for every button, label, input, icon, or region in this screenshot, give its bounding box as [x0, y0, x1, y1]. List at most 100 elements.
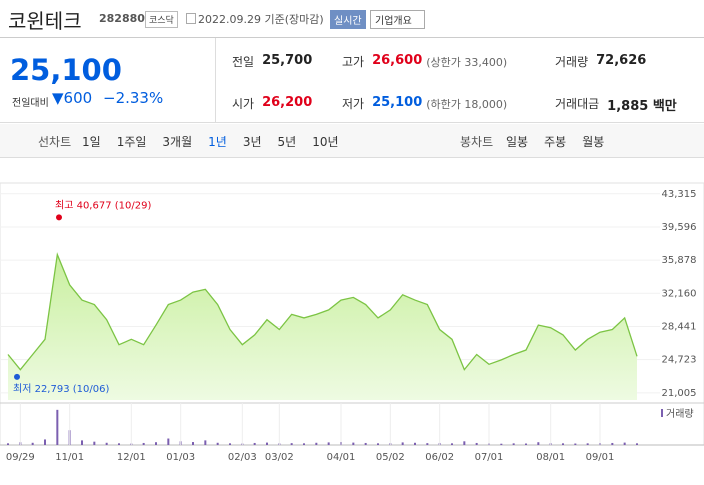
volume-bar — [290, 443, 293, 445]
volume-bar — [167, 438, 170, 445]
stock-code: 282880 — [99, 12, 145, 25]
cell-label: 거래대금 — [555, 97, 600, 111]
cell-value: 25,100 — [372, 95, 423, 110]
period-tab[interactable]: 3년 — [242, 135, 262, 149]
period-tab[interactable]: 10년 — [312, 135, 339, 149]
y-tick-label: 28,441 — [662, 321, 697, 332]
y-tick-label: 39,596 — [662, 222, 697, 233]
cell-label: 고가 — [342, 55, 365, 69]
x-tick-label: 02/03 — [228, 452, 257, 463]
volume-bar — [562, 443, 564, 445]
volume-bar — [623, 442, 626, 445]
date: 2022.09.29 기준(장마감) — [198, 13, 324, 26]
cell-value: 72,626 — [596, 53, 647, 68]
x-tick-label: 09/01 — [586, 452, 615, 463]
x-tick-label: 03/02 — [265, 452, 294, 463]
candle-tab[interactable]: 월봉 — [582, 135, 605, 149]
cell-note: (상한가 33,400) — [426, 56, 508, 69]
x-tick-label: 01/03 — [166, 452, 195, 463]
volume-bar — [7, 443, 9, 445]
period-tab[interactable]: 1주일 — [116, 135, 147, 149]
x-tick-label: 11/01 — [55, 452, 84, 463]
change-label: 전일대비 — [12, 98, 49, 109]
volume-bar — [451, 443, 453, 445]
volume-bar — [93, 441, 96, 445]
period-tab[interactable]: 1일 — [82, 135, 101, 149]
volume-bar — [44, 439, 46, 445]
x-tick-label: 05/02 — [376, 452, 405, 463]
x-tick-label: 09/29 — [6, 452, 35, 463]
volume-bar — [352, 442, 355, 445]
cell-value: 26,200 — [262, 95, 313, 110]
y-tick-label: 35,878 — [662, 255, 697, 266]
stock-name: 코윈테크 — [8, 9, 82, 33]
volume-bar — [303, 443, 305, 445]
price: 25,100 — [10, 53, 122, 87]
calendar-icon — [186, 13, 196, 24]
period-tab[interactable]: 5년 — [277, 135, 297, 149]
y-tick-label: 21,005 — [662, 388, 697, 399]
volume-bar — [364, 442, 367, 445]
volume-bar — [525, 443, 527, 445]
change-pct: −2.33% — [103, 89, 164, 107]
volume-bar — [216, 442, 219, 445]
overview-button[interactable]: 기업개요 — [370, 10, 425, 29]
volume-bar — [204, 440, 207, 445]
extreme-dot — [14, 373, 20, 380]
legend-label: 거래량 — [666, 408, 694, 420]
price-line — [7, 252, 638, 371]
volume-bar — [574, 443, 577, 445]
candle-tab[interactable]: 주봉 — [544, 135, 567, 149]
period-tab[interactable]: 3개월 — [162, 135, 193, 149]
divider — [215, 38, 216, 122]
volume-bar — [56, 409, 59, 445]
cell-value: 26,600 — [372, 53, 423, 68]
cell-value: 25,700 — [262, 53, 313, 68]
cell-label: 전일 — [232, 55, 255, 69]
x-tick-label: 07/01 — [475, 452, 504, 463]
cell-value: 1,885 백만 — [607, 99, 677, 114]
cell-label: 시가 — [232, 97, 255, 111]
volume-bar — [426, 443, 429, 445]
cell-label: 거래량 — [555, 55, 589, 69]
volume-bar — [586, 443, 589, 445]
volume-bar — [155, 442, 157, 445]
y-tick-label: 24,723 — [662, 355, 697, 366]
cell-note: (하한가 18,000) — [426, 98, 508, 111]
tab-label: 봉차트 — [460, 135, 494, 149]
x-tick-label: 04/01 — [327, 452, 356, 463]
volume-bar — [327, 442, 330, 445]
extreme-label: 최저 22,793 (10/06) — [13, 383, 109, 395]
volume-bar — [253, 442, 256, 445]
volume-bar — [636, 443, 638, 445]
extreme-label: 최고 40,677 (10/29) — [55, 199, 151, 211]
cell-label: 저가 — [342, 97, 365, 111]
change: ▼600 — [52, 89, 93, 107]
period-tab[interactable]: 1년 — [208, 135, 227, 149]
volume-bar — [118, 443, 120, 445]
volume-bar — [192, 442, 194, 445]
legend-swatch — [661, 409, 663, 417]
realtime-badge[interactable]: 실시간 — [330, 10, 366, 29]
volume-bar — [105, 442, 108, 445]
area-fill — [8, 254, 637, 400]
volume-bar — [401, 442, 404, 445]
x-tick-label: 06/02 — [425, 452, 454, 463]
volume-bar — [81, 440, 83, 445]
quote-box — [0, 37, 704, 123]
volume-bar — [414, 442, 416, 445]
volume-bar — [229, 443, 231, 445]
volume-bar — [512, 443, 515, 445]
volume-bar — [475, 442, 478, 445]
volume-bar — [611, 442, 614, 445]
y-tick-label: 32,160 — [662, 288, 697, 299]
x-tick-label: 08/01 — [536, 452, 565, 463]
volume-bar — [463, 441, 466, 445]
extreme-dot — [56, 214, 62, 221]
market-badge: 코스닥 — [145, 11, 178, 28]
volume-bar — [315, 442, 318, 445]
candle-tab[interactable]: 일봉 — [506, 135, 529, 149]
volume-bar — [537, 442, 540, 445]
